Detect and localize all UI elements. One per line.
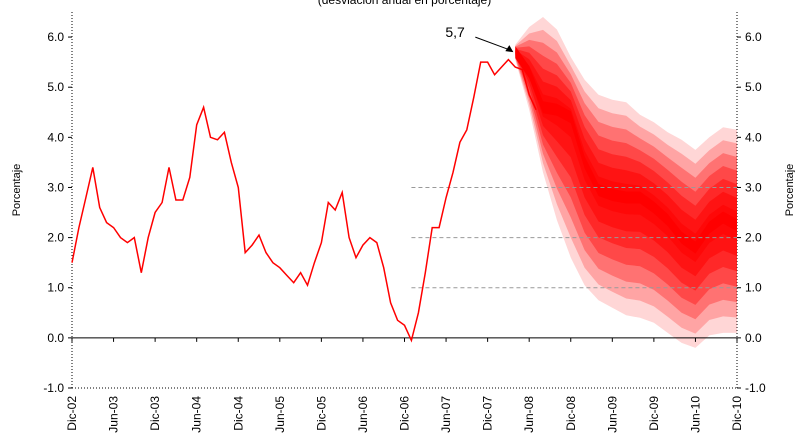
chart-title: (desviación anual en porcentaje) — [318, 0, 491, 7]
y-tick-label-right: 5.0 — [745, 80, 762, 94]
x-tick-label: Dic-07 — [481, 396, 495, 431]
y-tick-label-right: -1.0 — [745, 381, 766, 395]
y-tick-label-left: 3.0 — [47, 180, 64, 194]
y-tick-label-left: 5.0 — [47, 80, 64, 94]
x-tick-label: Jun-03 — [107, 396, 121, 433]
x-tick-label: Jun-08 — [522, 396, 536, 433]
x-tick-label: Jun-04 — [190, 396, 204, 433]
annotation-arrow-head — [505, 45, 514, 53]
x-tick-label: Jun-10 — [688, 396, 702, 433]
y-axis-label-left: Porcentaje — [11, 164, 23, 217]
y-tick-label-left: 2.0 — [47, 231, 64, 245]
x-tick-label: Jun-06 — [356, 396, 370, 433]
y-tick-label-right: 1.0 — [745, 281, 762, 295]
annotation-arrow-line — [475, 36, 511, 51]
x-tick-label: Dic-10 — [730, 396, 744, 431]
x-tick-label: Jun-05 — [273, 396, 287, 433]
y-tick-label-right: 3.0 — [745, 180, 762, 194]
x-tick-label: Dic-05 — [314, 396, 328, 431]
y-tick-label-right: 0.0 — [745, 331, 762, 345]
y-tick-label-left: 0.0 — [47, 331, 64, 345]
y-axis-label-right: Porcentaje — [784, 164, 795, 217]
annotation-label: 5,7 — [445, 24, 465, 40]
series-line-1 — [71, 58, 537, 343]
x-tick-label: Dic-02 — [65, 396, 79, 431]
y-tick-label-left: 4.0 — [47, 130, 64, 144]
y-tick-label-right: 4.0 — [745, 130, 762, 144]
y-tick-label-right: 2.0 — [745, 231, 762, 245]
x-tick-label: Dic-04 — [231, 396, 245, 431]
y-tick-label-left: 1.0 — [47, 281, 64, 295]
x-tick-label: Dic-08 — [564, 396, 578, 431]
x-tick-label: Dic-06 — [398, 396, 412, 431]
x-tick-label: Jun-07 — [439, 396, 453, 433]
x-tick-label: Jun-09 — [605, 396, 619, 433]
x-tick-label: Dic-09 — [647, 396, 661, 431]
x-tick-label: Dic-03 — [148, 396, 162, 431]
y-tick-label-left: -1.0 — [43, 381, 64, 395]
y-tick-label-right: 6.0 — [745, 30, 762, 44]
y-tick-label-left: 6.0 — [47, 30, 64, 44]
fan-band-6 — [515, 50, 737, 277]
